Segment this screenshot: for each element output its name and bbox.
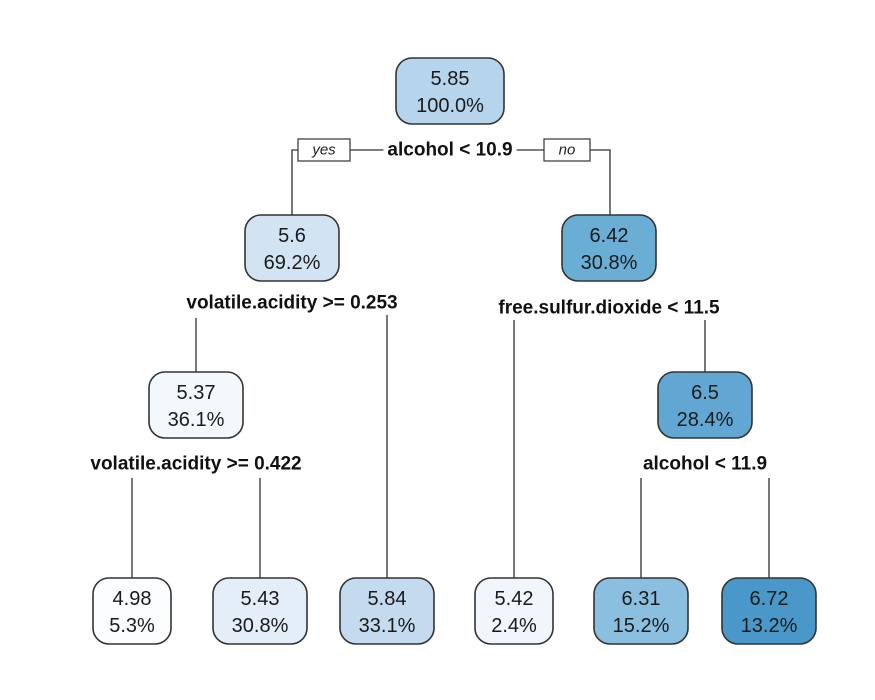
node-percent: 2.4%: [491, 615, 537, 637]
node-value: 4.98: [113, 588, 152, 610]
node-box: [721, 577, 817, 645]
nodes: 5.85 100.0% 5.6 69.2% 6.42 30.8% 5.37 36.1% 6.5 2…: [92, 57, 817, 645]
tree-node-l1: 4.98 5.3%: [92, 577, 172, 645]
node-box: [561, 214, 657, 282]
node-value: 5.42: [495, 588, 534, 610]
edges: [131, 149, 770, 578]
node-percent: 36.1%: [168, 409, 225, 431]
split-label-bg: [182, 289, 402, 315]
split-label-bg: [638, 450, 772, 476]
split-label-bg: [86, 450, 306, 476]
tree-node-l6: 6.72 13.2%: [721, 577, 817, 645]
node-box: [395, 57, 505, 125]
node-box: [657, 371, 753, 439]
node-percent: 30.8%: [232, 615, 289, 637]
tree-node-n7: 6.5 28.4%: [657, 371, 753, 439]
tree-node-n4: 5.37 36.1%: [148, 371, 244, 439]
node-value: 5.85: [431, 68, 470, 90]
node-box: [244, 214, 340, 282]
split-label-bg: [494, 294, 725, 320]
node-box: [212, 577, 308, 645]
split-label-bg: [383, 136, 517, 162]
node-value: 6.5: [691, 382, 719, 404]
node-box: [339, 577, 435, 645]
split-label-n4: volatile.acidity >= 0.422: [90, 454, 301, 475]
tree-node-l3: 5.84 33.1%: [339, 577, 435, 645]
node-percent: 30.8%: [581, 252, 638, 274]
tree-node-l4: 5.42 2.4%: [474, 577, 554, 645]
node-percent: 69.2%: [264, 252, 321, 274]
node-value: 6.31: [622, 588, 661, 610]
split-label-root: alcohol < 10.9: [387, 140, 512, 161]
node-box: [593, 577, 689, 645]
node-box: [474, 577, 554, 645]
node-value: 5.84: [368, 588, 407, 610]
tree-node-n3: 6.42 30.8%: [561, 214, 657, 282]
tree-node-l2: 5.43 30.8%: [212, 577, 308, 645]
no-tag-box: [543, 138, 591, 162]
node-box: [148, 371, 244, 439]
split-label-n3: free.sulfur.dioxide < 11.5: [498, 298, 720, 319]
split-label-n2: volatile.acidity >= 0.253: [186, 293, 397, 314]
node-percent: 5.3%: [109, 615, 155, 637]
tree-node-l5: 6.31 15.2%: [593, 577, 689, 645]
node-value: 5.43: [241, 588, 280, 610]
node-percent: 15.2%: [613, 615, 670, 637]
tree-node-n2: 5.6 69.2%: [244, 214, 340, 282]
node-value: 5.6: [278, 225, 306, 247]
tree-node-root: 5.85 100.0%: [395, 57, 505, 125]
branch-tags: yes no: [297, 138, 591, 162]
node-percent: 100.0%: [416, 95, 484, 117]
node-value: 6.42: [590, 225, 629, 247]
node-percent: 13.2%: [741, 615, 798, 637]
node-box: [92, 577, 172, 645]
node-value: 6.72: [750, 588, 789, 610]
yes-tag-box: [297, 138, 351, 162]
yes-tag-label: yes: [311, 142, 336, 159]
node-percent: 28.4%: [677, 409, 734, 431]
split-label-n7: alcohol < 11.9: [643, 454, 767, 475]
split-labels: alcohol < 10.9 volatile.acidity >= 0.253 f…: [86, 136, 772, 476]
no-tag-label: no: [559, 142, 576, 159]
node-percent: 33.1%: [359, 615, 416, 637]
node-value: 5.37: [177, 382, 216, 404]
